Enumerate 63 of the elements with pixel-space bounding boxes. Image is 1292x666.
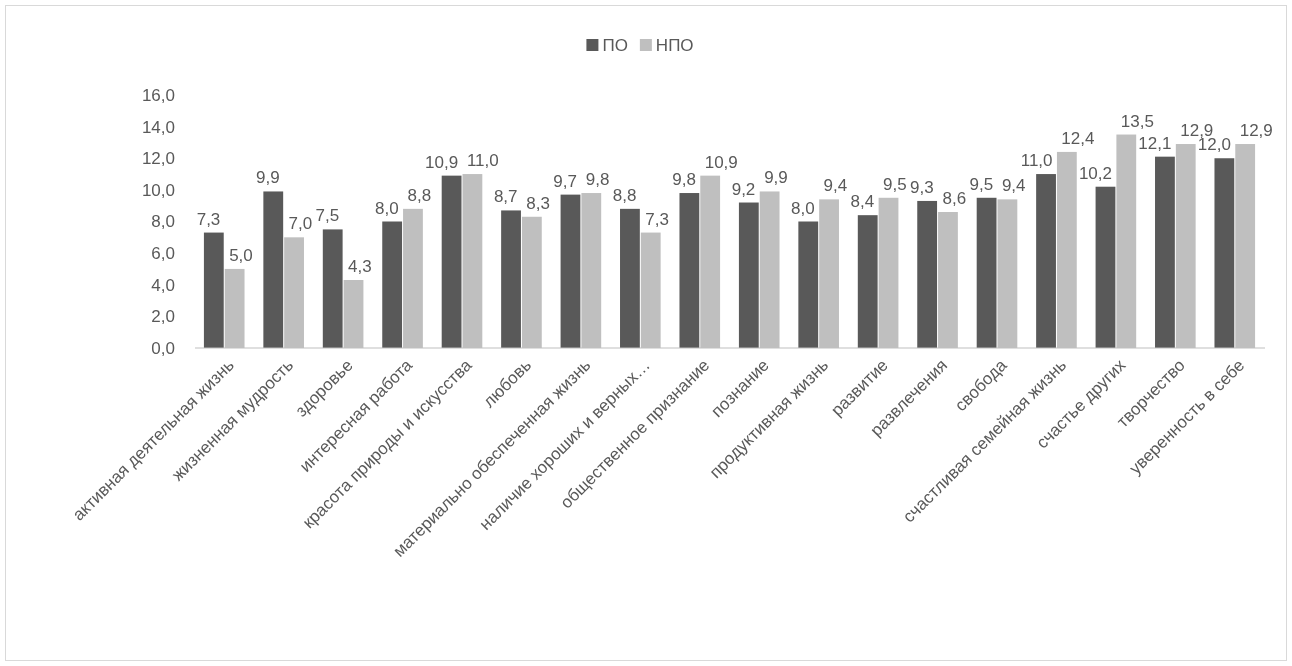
data-label: 9,5: [883, 174, 907, 194]
data-label: 8,0: [791, 198, 815, 218]
bar: [263, 191, 284, 348]
bar: [1155, 156, 1175, 348]
bar: [976, 197, 997, 348]
y-tick-label: 8,0: [151, 212, 175, 232]
data-label: 7,3: [645, 209, 669, 229]
data-label: 13,5: [1120, 111, 1154, 131]
y-tick-label: 16,0: [141, 85, 175, 105]
data-label: 8,7: [493, 187, 518, 207]
bar: [441, 175, 462, 348]
data-label: 10,9: [425, 152, 459, 172]
bar: [857, 215, 878, 348]
bar: [1214, 158, 1235, 348]
data-label: 12,4: [1061, 128, 1095, 148]
y-tick-label: 0,0: [151, 338, 175, 358]
data-label: 8,8: [612, 185, 637, 205]
y-tick-label: 10,0: [141, 180, 175, 200]
data-label: 8,6: [942, 189, 967, 209]
data-label: 11,0: [1020, 151, 1053, 171]
data-label: 9,9: [764, 168, 788, 188]
data-label: 10,9: [704, 152, 738, 172]
data-label: 12,9: [1239, 121, 1273, 141]
bar: [322, 229, 343, 348]
legend-label: НПО: [655, 35, 694, 55]
legend-label: ПО: [602, 35, 628, 55]
data-label: 7,0: [288, 214, 313, 234]
data-label: 9,9: [256, 168, 280, 188]
data-label: 8,3: [526, 193, 550, 213]
data-label: 9,7: [553, 171, 577, 191]
data-label: 4,3: [348, 257, 372, 277]
data-label: 10,2: [1078, 163, 1112, 183]
bar: [798, 221, 819, 348]
data-label: 8,0: [375, 198, 399, 218]
data-label: 7,3: [196, 209, 221, 229]
data-label: 9,5: [969, 174, 994, 194]
bar: [560, 194, 581, 348]
data-label: 9,3: [910, 177, 934, 197]
data-label: 9,4: [1001, 176, 1026, 196]
data-label: 12,1: [1138, 133, 1172, 153]
data-label: 8,4: [850, 192, 875, 212]
y-tick-label: 14,0: [141, 117, 175, 137]
data-label: 9,8: [585, 170, 610, 190]
y-tick-label: 12,0: [141, 149, 175, 169]
bar: [203, 232, 224, 348]
bar: [620, 208, 640, 348]
data-label: 7,5: [315, 206, 340, 226]
data-label: 9,4: [823, 176, 848, 196]
data-label: 9,2: [731, 179, 756, 199]
bar: [738, 202, 759, 348]
data-label: 11,0: [466, 151, 499, 171]
data-label: 9,8: [672, 170, 696, 190]
bar: [501, 210, 521, 348]
bar: [679, 193, 700, 348]
y-tick-label: 6,0: [151, 244, 175, 264]
data-label: 8,8: [407, 185, 432, 205]
y-tick-label: 4,0: [151, 275, 175, 295]
y-tick-label: 2,0: [151, 307, 175, 327]
bar: [1036, 174, 1056, 348]
bar: [917, 200, 938, 348]
bar: [1095, 186, 1116, 348]
data-label: 5,0: [229, 245, 253, 265]
bar: [382, 221, 403, 348]
